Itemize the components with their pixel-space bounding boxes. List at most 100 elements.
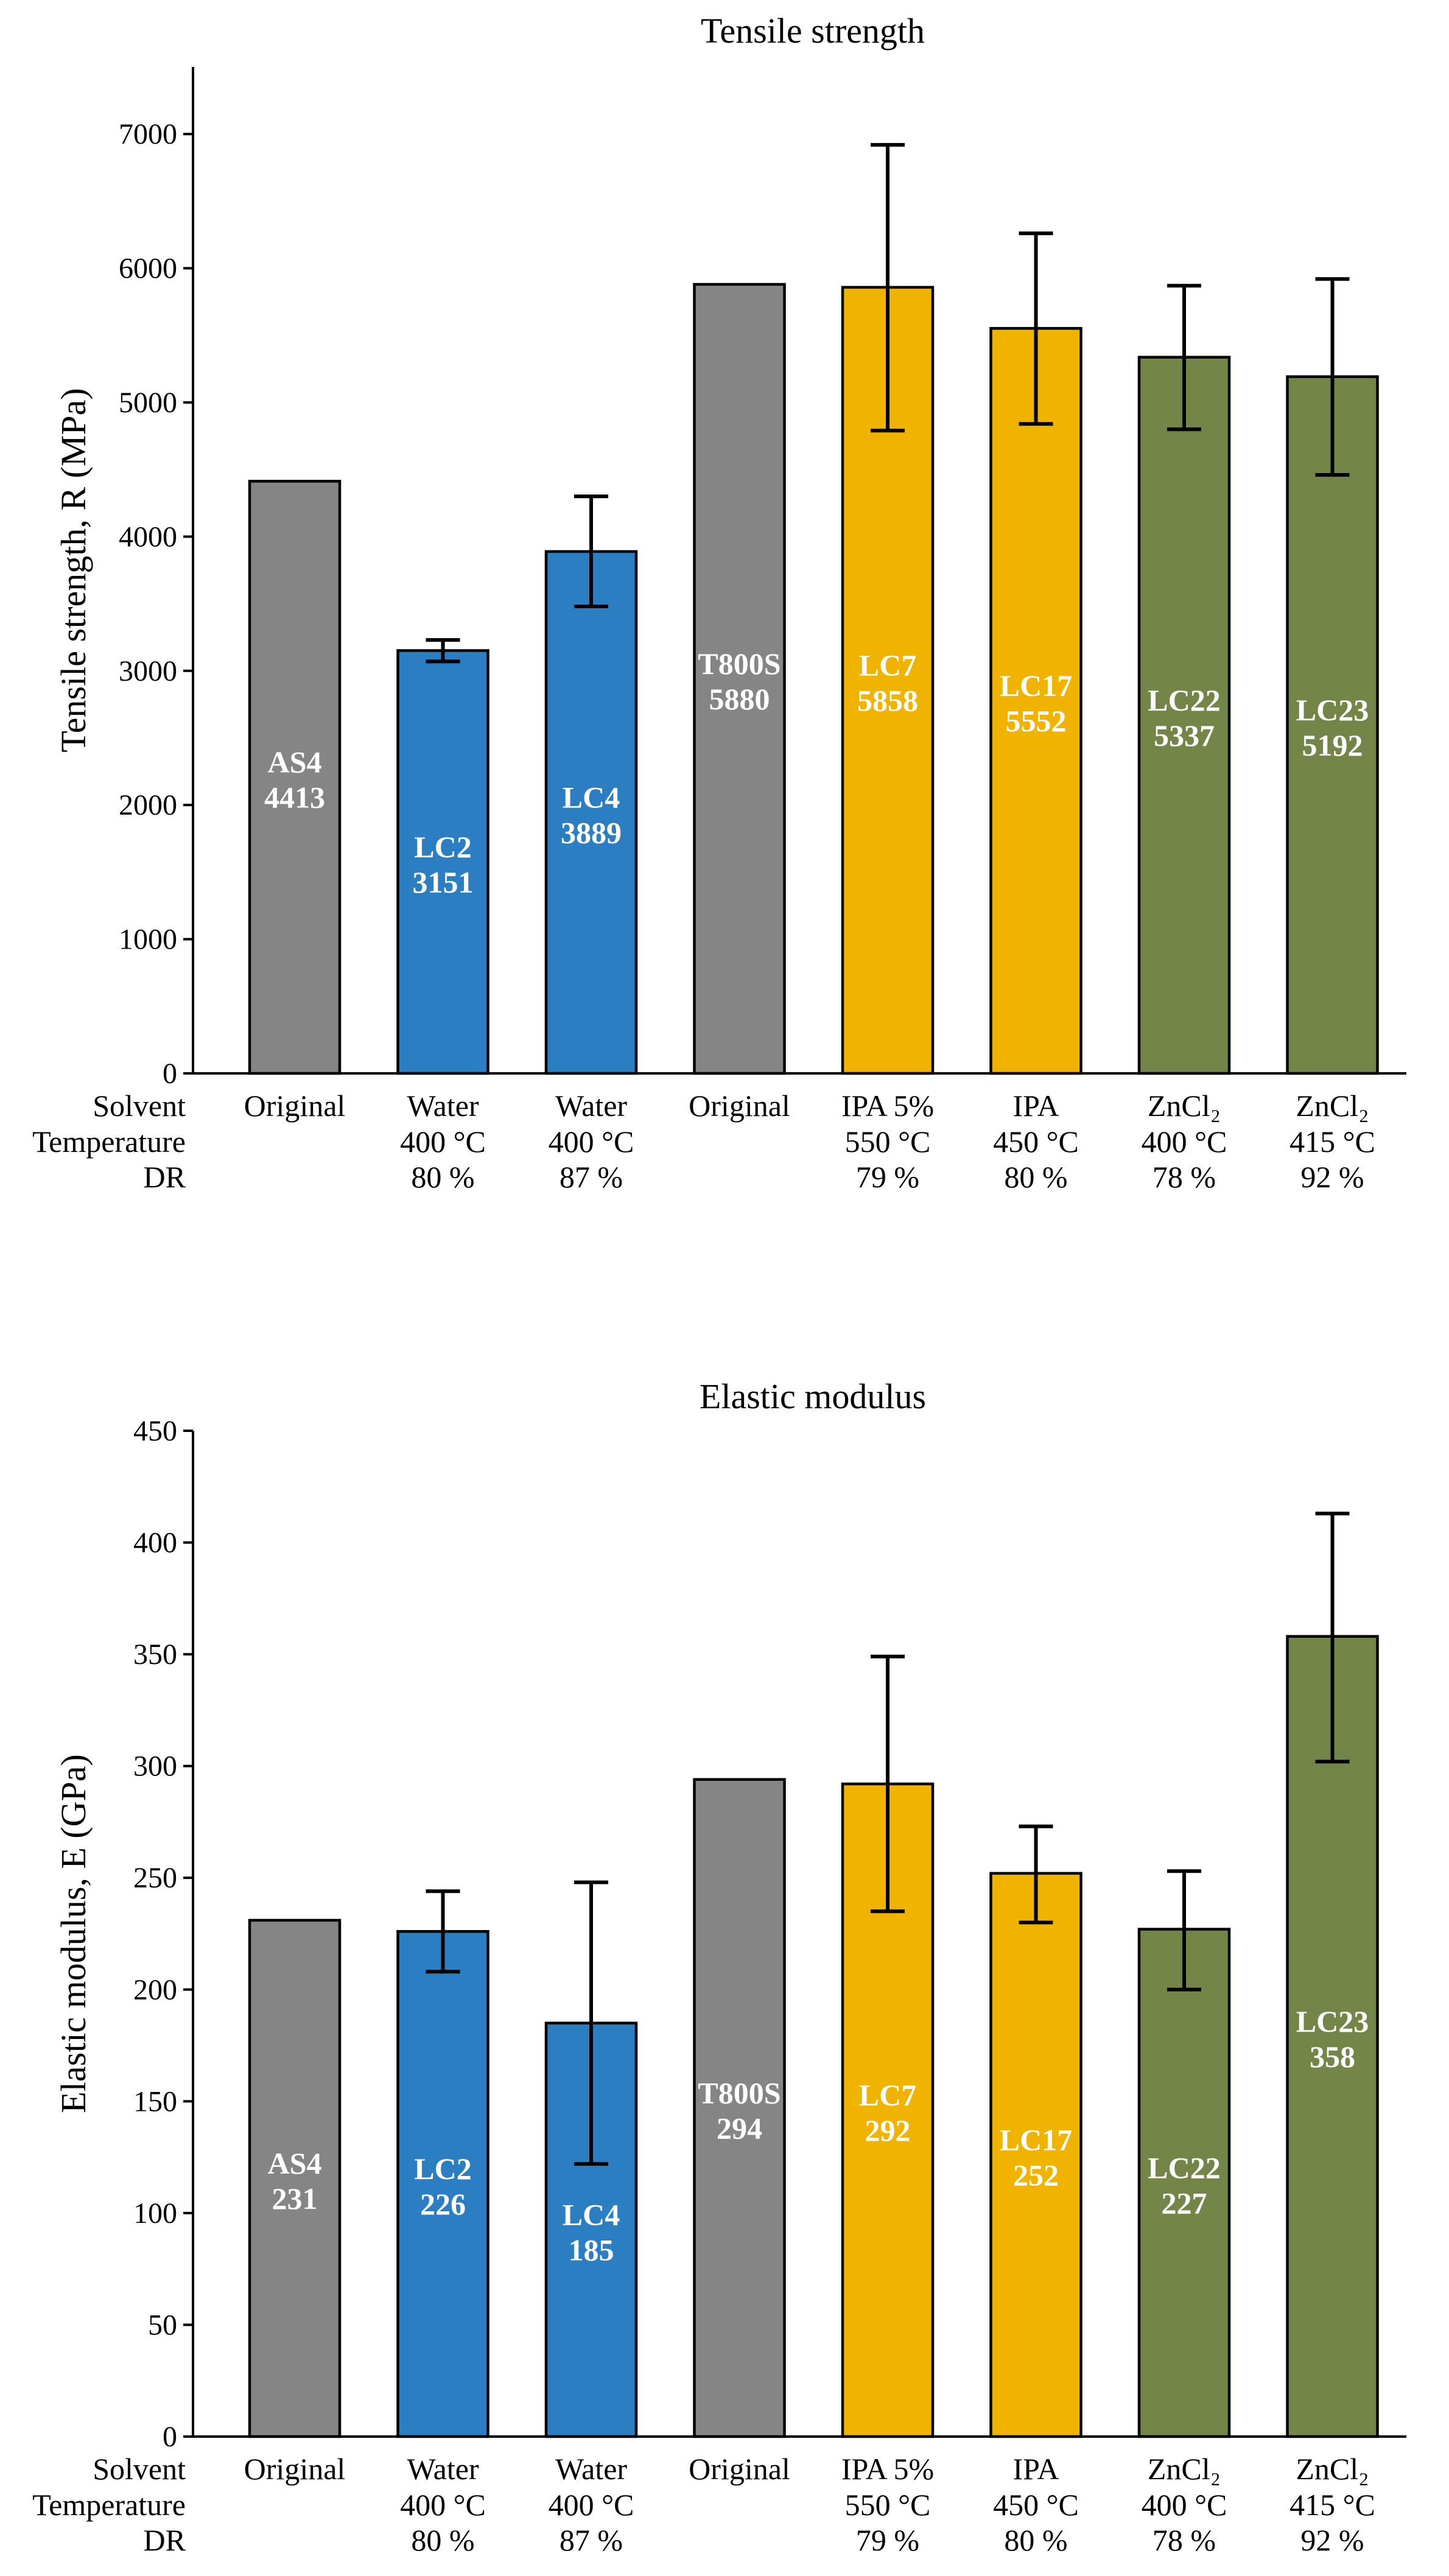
modulus-bar-lc23 [1286, 1635, 1379, 2438]
modulus-bar-value-label: 226 [420, 2187, 466, 2221]
modulus-bar-value-label: 231 [272, 2181, 318, 2216]
modulus-y-tick-label: 400 [133, 1527, 177, 1559]
modulus-bar-name-label: LC7 [859, 2078, 916, 2112]
tensile-bar-lc2 [396, 649, 489, 1075]
tensile-category-temperature: 400 °C [549, 1125, 634, 1159]
tensile-category-dr: 80 % [411, 1160, 474, 1194]
tensile-category-solvent: ZnCl₂ [1296, 1089, 1369, 1123]
modulus-bar-value-label: 252 [1013, 2158, 1059, 2192]
tensile-y-tick-label: 1000 [119, 924, 177, 956]
tensile-category-solvent: ZnCl₂ [1148, 1089, 1221, 1123]
tensile-bar-value-label: 5337 [1154, 718, 1215, 753]
modulus-bar-value-label: 294 [717, 2111, 762, 2145]
tensile-category-solvent: IPA [1013, 1089, 1059, 1123]
tensile-bar-name-label: T800S [698, 647, 781, 681]
modulus-title: Elastic modulus [700, 1377, 926, 1416]
tensile-y-tick-label: 7000 [119, 118, 177, 150]
modulus-bar-name-label: LC17 [1000, 2122, 1072, 2157]
tensile-bar-lc17 [989, 327, 1082, 1075]
modulus-category-temperature: 550 °C [845, 2488, 931, 2522]
modulus-category-solvent: IPA [1013, 2452, 1059, 2486]
tensile-category-dr: 78 % [1153, 1160, 1216, 1194]
modulus-bar-name-label: AS4 [268, 2146, 322, 2180]
modulus-category-dr: 79 % [856, 2523, 919, 2557]
modulus-category-solvent: Water [407, 2452, 479, 2486]
modulus-category-temperature: 415 °C [1289, 2488, 1375, 2522]
tensile-bar-value-label: 5880 [709, 682, 770, 716]
modulus-y-tick-label: 350 [133, 1638, 177, 1671]
tensile-bar-value-label: 3151 [413, 865, 474, 899]
modulus-category-dr: 87 % [560, 2523, 623, 2557]
tensile-bar-lc22 [1137, 356, 1231, 1075]
modulus-bar-name-label: LC4 [563, 2197, 620, 2231]
modulus-category-solvent: Original [244, 2452, 346, 2486]
tensile-bar-name-label: AS4 [268, 745, 322, 779]
modulus-bar-name-label: LC23 [1296, 2004, 1369, 2038]
tensile-y-tick-label: 0 [163, 1058, 177, 1090]
tensile-bar-as4 [248, 480, 342, 1075]
tensile-category-temperature: 400 °C [400, 1125, 486, 1159]
tensile-bar-lc23 [1286, 375, 1379, 1075]
modulus-row-label: Solvent [93, 2452, 186, 2486]
tensile-bar-name-label: LC22 [1148, 683, 1220, 717]
tensile-row-label: Temperature [32, 1125, 186, 1159]
modulus-y-axis-label: Elastic modulus, E (GPa) [54, 1754, 93, 2113]
modulus-y-tick-label: 0 [163, 2421, 177, 2453]
tensile-category-solvent: Original [244, 1089, 346, 1123]
modulus-category-temperature: 450 °C [993, 2488, 1079, 2522]
tensile-category-solvent: IPA 5% [841, 1089, 934, 1123]
tensile-y-tick-label: 5000 [119, 387, 177, 419]
modulus-y-tick-label: 150 [133, 2085, 177, 2118]
elastic-modulus-panel: Elastic modulus Elastic modulus, E (GPa) 0… [32, 1377, 1406, 2557]
tensile-bar-name-label: LC4 [563, 780, 620, 814]
modulus-category-dr: 78 % [1153, 2523, 1216, 2557]
tensile-category-dr: 80 % [1004, 1160, 1067, 1194]
modulus-bar-value-label: 292 [865, 2113, 911, 2147]
modulus-category-dr: 80 % [411, 2523, 474, 2557]
tensile-category-temperature: 450 °C [993, 1125, 1079, 1159]
modulus-bar-t800s [693, 1778, 786, 2438]
modulus-bar-value-label: 185 [569, 2233, 614, 2267]
modulus-category-dr: 92 % [1300, 2523, 1364, 2557]
tensile-bar-value-label: 4413 [264, 781, 325, 815]
tensile-strength-panel: Tensile strength Tensile strength, R (MPa… [32, 11, 1406, 1194]
tensile-y-tick-label: 2000 [119, 789, 177, 821]
tensile-y-axis-label: Tensile strength, R (MPa) [54, 388, 93, 752]
modulus-bar-name-label: LC22 [1148, 2150, 1220, 2185]
tensile-bar-name-label: LC17 [1000, 669, 1072, 703]
modulus-category-temperature: 400 °C [1142, 2488, 1227, 2522]
modulus-y-tick-label: 50 [148, 2309, 177, 2341]
tensile-category-solvent: Water [555, 1089, 627, 1123]
modulus-row-label: DR [144, 2523, 186, 2557]
tensile-row-label: DR [144, 1160, 186, 1194]
tensile-category-temperature: 550 °C [845, 1125, 931, 1159]
modulus-bar-as4 [248, 1918, 342, 2438]
tensile-bar-t800s [693, 283, 786, 1075]
tensile-y-tick-label: 6000 [119, 253, 177, 285]
tensile-bar-value-label: 5552 [1006, 704, 1067, 738]
modulus-bar-value-label: 358 [1310, 2040, 1355, 2074]
modulus-bar-lc17 [989, 1872, 1082, 2438]
tensile-bar-name-label: LC2 [414, 830, 471, 864]
modulus-row-label: Temperature [32, 2488, 186, 2522]
modulus-bar-name-label: T800S [698, 2076, 781, 2110]
tensile-bar-value-label: 5192 [1302, 728, 1363, 762]
tensile-bar-lc4 [544, 550, 638, 1075]
modulus-category-solvent: ZnCl₂ [1296, 2452, 1369, 2486]
modulus-bar-value-label: 227 [1162, 2186, 1207, 2220]
tensile-category-temperature: 400 °C [1142, 1125, 1227, 1159]
tensile-category-temperature: 415 °C [1289, 1125, 1375, 1159]
tensile-category-dr: 87 % [560, 1160, 623, 1194]
modulus-y-tick-label: 300 [133, 1750, 177, 1783]
tensile-bar-value-label: 3889 [561, 815, 622, 849]
tensile-category-dr: 79 % [856, 1160, 919, 1194]
modulus-category-temperature: 400 °C [400, 2488, 486, 2522]
tensile-bar-value-label: 5858 [857, 683, 918, 717]
tensile-y-tick-label: 3000 [119, 655, 177, 687]
tensile-y-tick-label: 4000 [119, 521, 177, 553]
tensile-category-dr: 92 % [1300, 1160, 1364, 1194]
modulus-bar-lc22 [1137, 1928, 1231, 2438]
modulus-category-solvent: IPA 5% [841, 2452, 934, 2486]
modulus-category-dr: 80 % [1004, 2523, 1067, 2557]
